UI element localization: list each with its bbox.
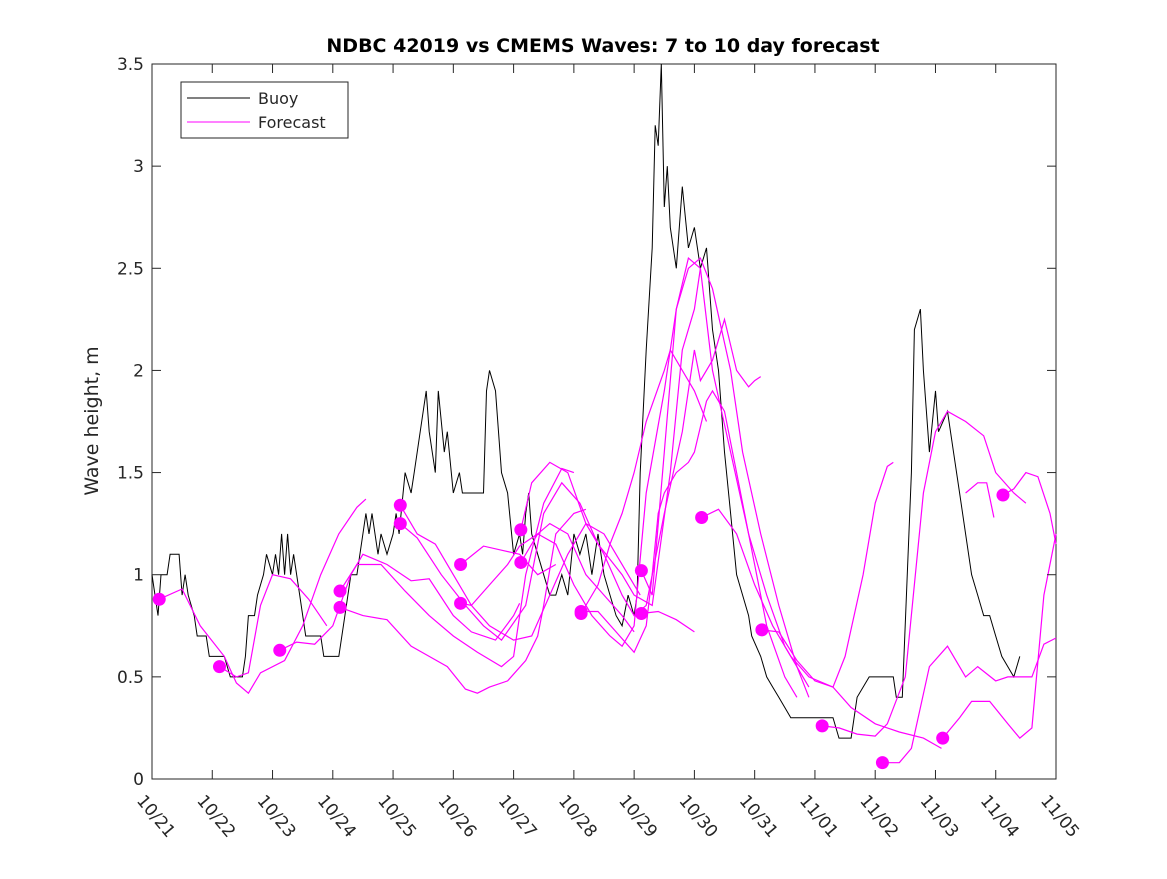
forecast-line-18	[822, 410, 1027, 737]
forecast-marker-7	[393, 517, 407, 531]
forecast-marker-2	[212, 660, 226, 674]
forecast-line-15	[641, 610, 695, 633]
legend: Buoy Forecast	[180, 81, 349, 139]
forecast-marker-9	[454, 596, 468, 610]
legend-forecast-label: Forecast	[258, 113, 326, 132]
forecast-marker-4	[333, 584, 347, 598]
forecast-marker-17	[755, 623, 769, 637]
legend-box	[180, 81, 349, 139]
forecast-marker-5	[333, 600, 347, 614]
forecast-marker-11	[514, 555, 528, 569]
y-tick-label: 0	[133, 770, 144, 790]
axes-box	[151, 63, 1057, 780]
forecast-marker-19	[875, 756, 889, 770]
forecast-line-10	[520, 317, 762, 617]
forecast-line-5	[339, 508, 587, 694]
y-tick-label: 2.5	[117, 259, 144, 279]
forecast-marker-20	[936, 731, 950, 745]
y-tick-label: 1	[133, 566, 144, 586]
forecast-marker-10	[514, 523, 528, 537]
y-tick-label: 0.5	[117, 668, 144, 688]
legend-buoy-label: Buoy	[258, 89, 298, 108]
forecast-marker-18	[815, 719, 829, 733]
forecast-marker-1	[152, 592, 166, 606]
forecast-line-17	[761, 629, 942, 749]
forecast-marker-21	[996, 488, 1010, 502]
forecast-line-2	[219, 574, 328, 678]
y-axis-label: Wave height, m	[81, 346, 103, 495]
plot-area: 00.511.522.533.510/21 10/22 10/23 10/24 10/2…	[117, 55, 1083, 842]
forecast-marker-15	[634, 607, 648, 621]
forecast-line-14	[640, 257, 810, 698]
y-tick-label: 1.5	[117, 464, 144, 484]
forecast-line-12	[581, 389, 810, 688]
chart-title: NDBC 42019 vs CMEMS Waves: 7 to 10 day f…	[326, 35, 879, 57]
forecast-line-13	[580, 348, 708, 614]
forecast-line-1	[158, 498, 367, 695]
forecast-line-19	[882, 637, 1057, 764]
forecast-line-9	[460, 522, 635, 633]
forecast-line-3	[279, 553, 521, 651]
forecast-line-16	[701, 461, 894, 688]
buoy-series-line	[151, 63, 1021, 739]
forecast-line-22	[965, 482, 995, 518]
forecast-line-8	[460, 545, 557, 576]
forecast-line-4	[339, 467, 575, 668]
y-tick-label: 3	[133, 157, 144, 177]
forecast-marker-3	[273, 643, 287, 657]
forecast-line-6	[399, 504, 641, 641]
y-tick-label: 2	[133, 361, 144, 381]
forecast-line-21	[1002, 471, 1057, 545]
forecast-marker-16	[695, 511, 709, 525]
forecast-marker-13	[574, 607, 588, 621]
forecast-marker-6	[393, 498, 407, 512]
forecast-line-20	[942, 533, 1057, 739]
forecast-marker-14	[634, 564, 648, 578]
forecast-marker-8	[454, 558, 468, 571]
y-tick-label: 3.5	[117, 55, 144, 75]
